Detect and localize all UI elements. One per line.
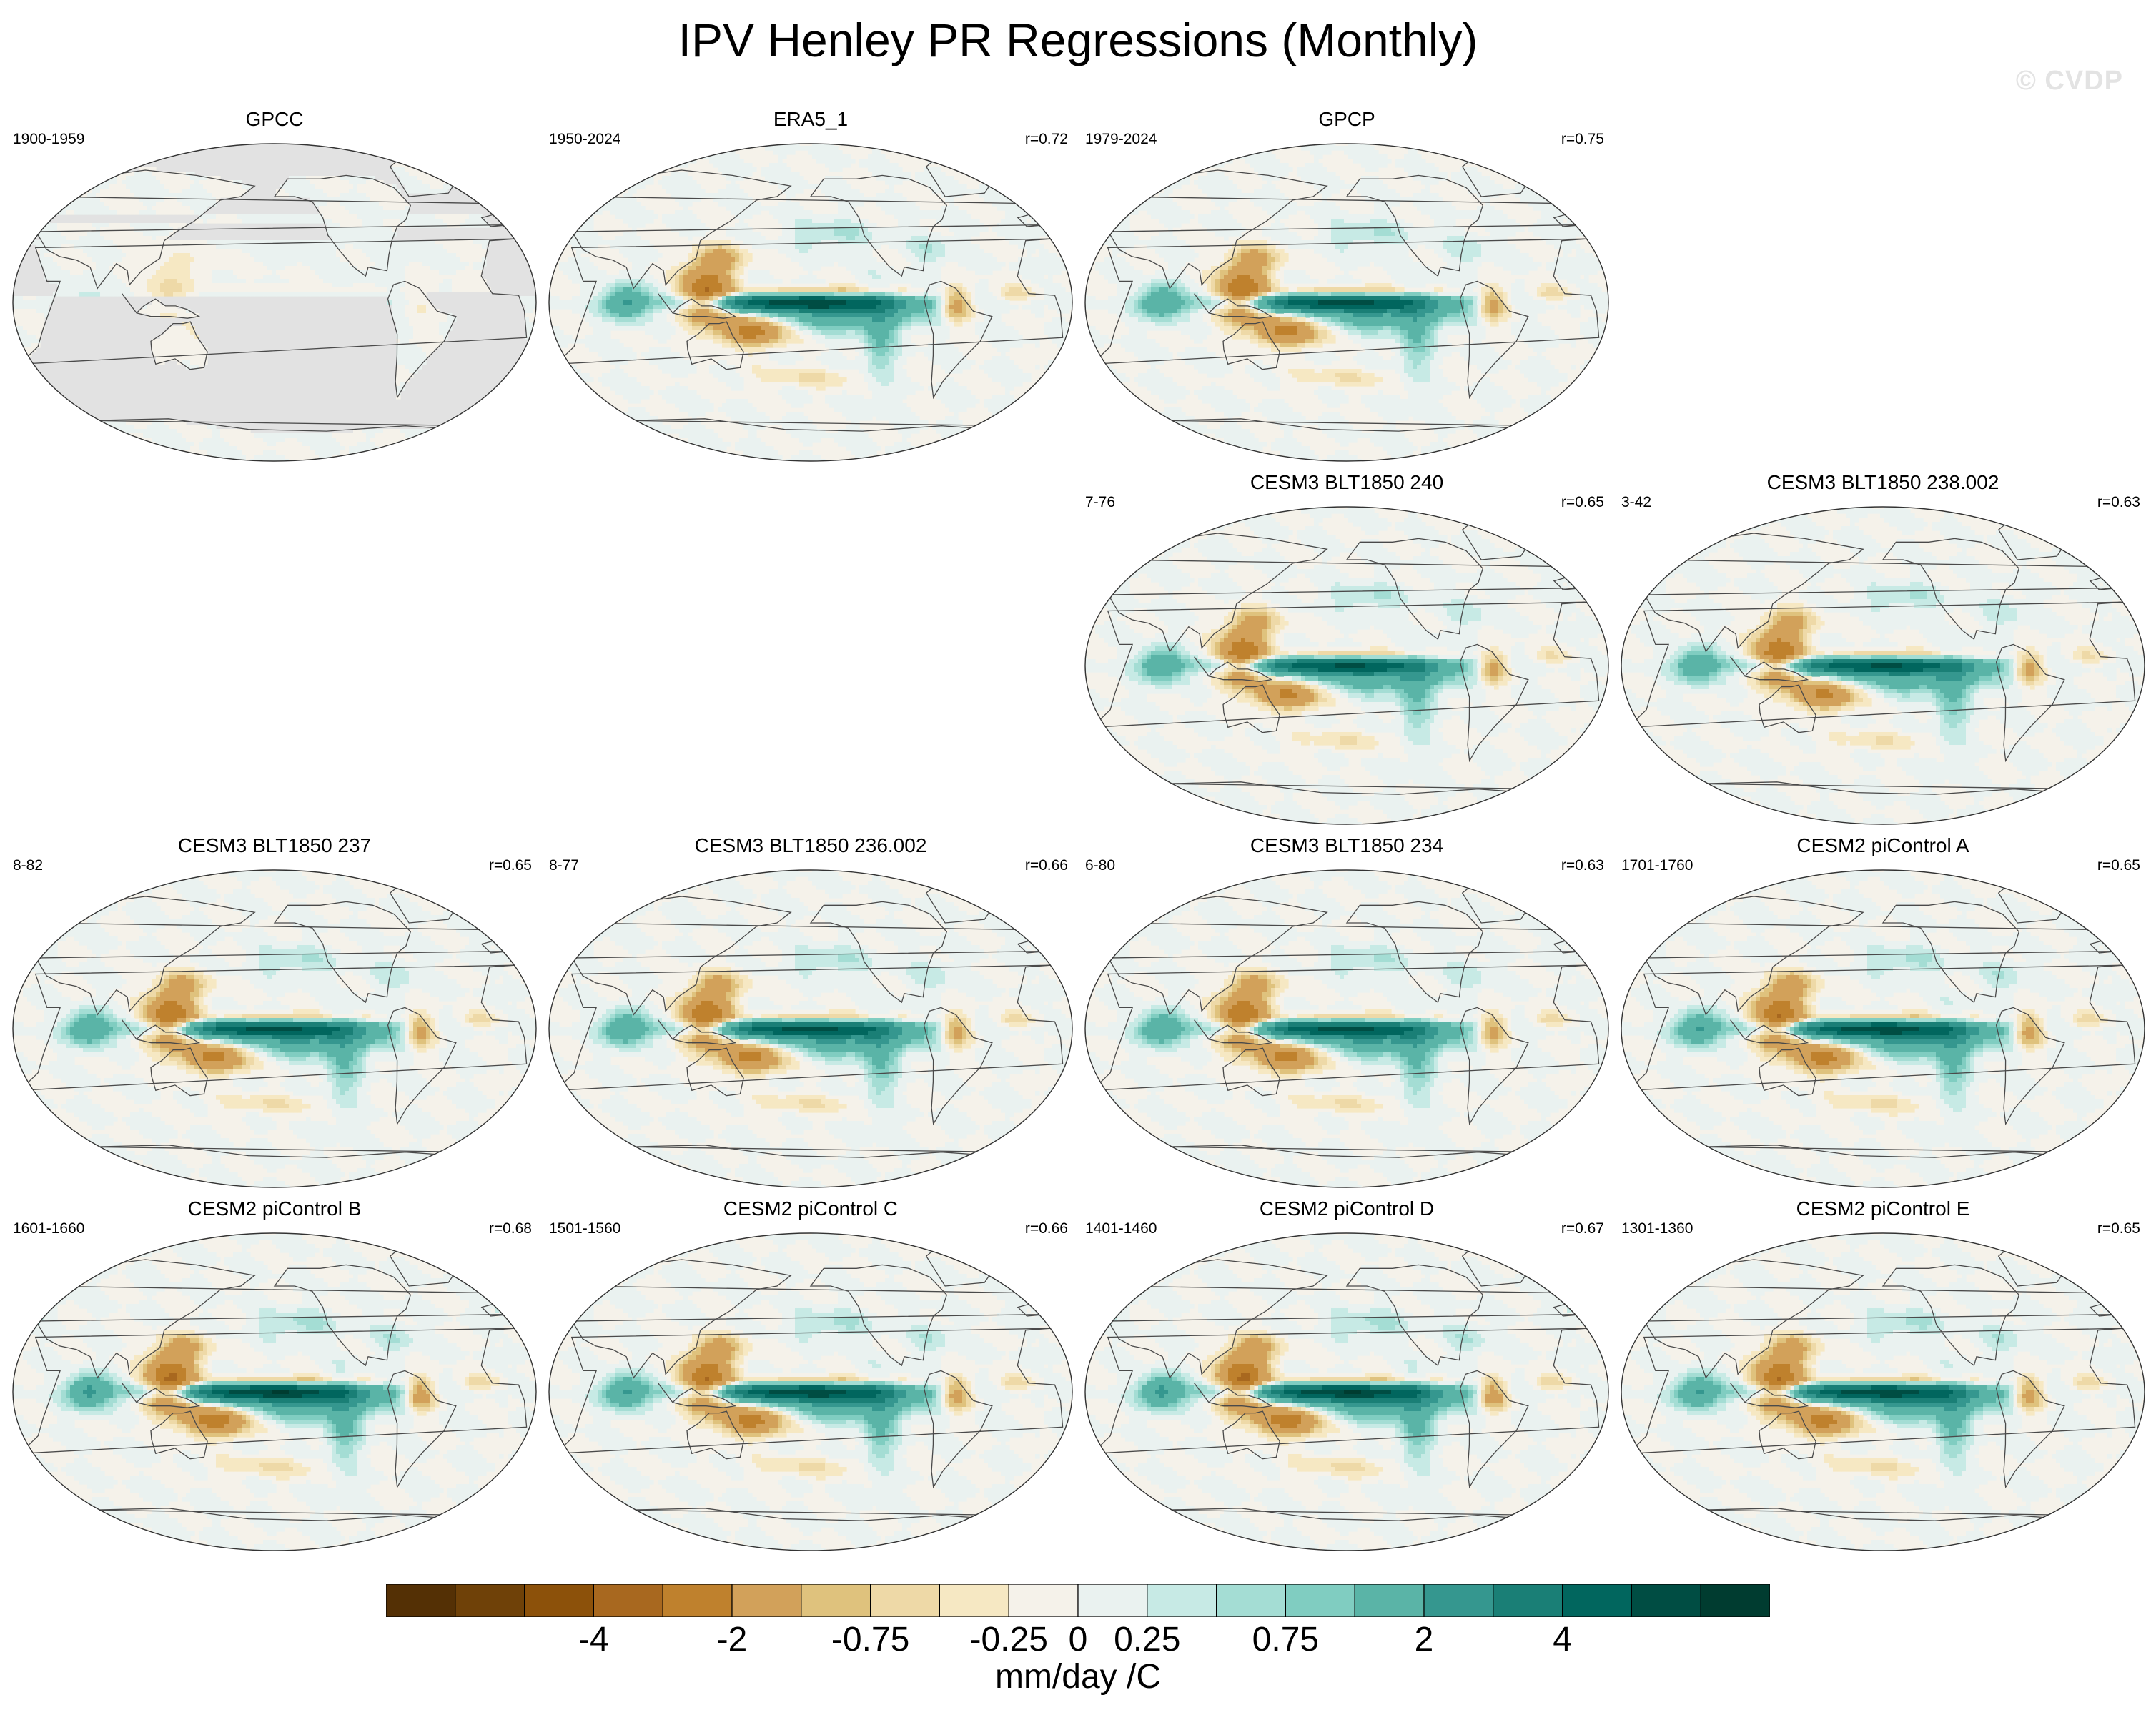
regression-map <box>1082 868 1611 1190</box>
map-panel: CESM3 BLT1850 236.002 8-77 r=0.66 <box>546 834 1075 1191</box>
map-panel: CESM2 piControl C 1501-1560 r=0.66 <box>546 1197 1075 1554</box>
panel-title: CESM2 piControl C <box>546 1197 1075 1221</box>
colorbar-box <box>386 1584 455 1617</box>
colorbar-box <box>1078 1584 1147 1617</box>
cvdp-watermark: © CVDP <box>2016 66 2123 97</box>
colorbar-box <box>1009 1584 1078 1617</box>
panel-title: CESM2 piControl A <box>1618 834 2147 858</box>
map-panel: CESM2 piControl B 1601-1660 r=0.68 <box>10 1197 539 1554</box>
map-panel: CESM3 BLT1850 234 6-80 r=0.63 <box>1082 834 1611 1191</box>
colorbar-tick-label: 0.75 <box>1214 1620 1357 1660</box>
colorbar-tick-label: 4 <box>1491 1620 1634 1660</box>
colorbar-box <box>732 1584 801 1617</box>
regression-map <box>10 1231 539 1553</box>
map-panel: CESM2 piControl E 1301-1360 r=0.65 <box>1618 1197 2147 1554</box>
regression-map <box>1082 505 1611 826</box>
regression-map <box>1618 868 2147 1190</box>
colorbar-box <box>1355 1584 1424 1617</box>
colorbar-box <box>593 1584 663 1617</box>
panel-title: CESM2 piControl D <box>1082 1197 1611 1221</box>
colorbar-tick-label: -0.75 <box>799 1620 942 1660</box>
panel-title: CESM2 piControl B <box>10 1197 539 1221</box>
colorbar-box <box>525 1584 594 1617</box>
panel-title: CESM3 BLT1850 236.002 <box>546 834 1075 858</box>
colorbar-box <box>939 1584 1009 1617</box>
map-panel: CESM3 BLT1850 238.002 3-42 r=0.63 <box>1618 470 2147 828</box>
colorbar-box <box>1217 1584 1286 1617</box>
panel-title: CESM3 BLT1850 234 <box>1082 834 1611 858</box>
colorbar-box <box>1424 1584 1493 1617</box>
chart-title: IPV Henley PR Regressions (Monthly) <box>0 10 2156 70</box>
regression-map <box>1082 142 1611 463</box>
colorbar-box <box>871 1584 940 1617</box>
colorbar-box <box>1493 1584 1563 1617</box>
colorbar-units-label: mm/day /C <box>0 1657 2156 1697</box>
regression-map <box>10 142 539 463</box>
colorbar-box <box>801 1584 871 1617</box>
colorbar-tick-label: -4 <box>522 1620 665 1660</box>
colorbar-box <box>455 1584 525 1617</box>
regression-map <box>1618 1231 2147 1553</box>
colorbar <box>386 1584 1770 1617</box>
regression-map <box>1618 505 2147 826</box>
map-panel: CESM2 piControl A 1701-1760 r=0.65 <box>1618 834 2147 1191</box>
map-panel: GPCP 1979-2024 r=0.75 <box>1082 107 1611 465</box>
panel-title: GPCC <box>10 107 539 132</box>
panel-title: CESM2 piControl E <box>1618 1197 2147 1221</box>
colorbar-box <box>663 1584 732 1617</box>
colorbar-box <box>1701 1584 1770 1617</box>
colorbar-box <box>1631 1584 1701 1617</box>
regression-map <box>546 868 1075 1190</box>
colorbar-tick-label: 0.25 <box>1076 1620 1219 1660</box>
panel-title: ERA5_1 <box>546 107 1075 132</box>
regression-map <box>1082 1231 1611 1553</box>
map-panel: ERA5_1 1950-2024 r=0.72 <box>546 107 1075 465</box>
regression-map <box>10 868 539 1190</box>
panel-title: CESM3 BLT1850 238.002 <box>1618 470 2147 495</box>
map-panel: GPCC 1900-1959 <box>10 107 539 465</box>
colorbar-box <box>1147 1584 1217 1617</box>
map-panel: CESM3 BLT1850 240 7-76 r=0.65 <box>1082 470 1611 828</box>
regression-map <box>546 1231 1075 1553</box>
regression-map <box>546 142 1075 463</box>
panel-title: CESM3 BLT1850 237 <box>10 834 539 858</box>
map-panel: CESM2 piControl D 1401-1460 r=0.67 <box>1082 1197 1611 1554</box>
panel-title: CESM3 BLT1850 240 <box>1082 470 1611 495</box>
panel-title: GPCP <box>1082 107 1611 132</box>
colorbar-tick-label: 2 <box>1353 1620 1495 1660</box>
colorbar-box <box>1285 1584 1355 1617</box>
colorbar-tick-label: -2 <box>661 1620 803 1660</box>
map-panel: CESM3 BLT1850 237 8-82 r=0.65 <box>10 834 539 1191</box>
colorbar-box <box>1563 1584 1632 1617</box>
